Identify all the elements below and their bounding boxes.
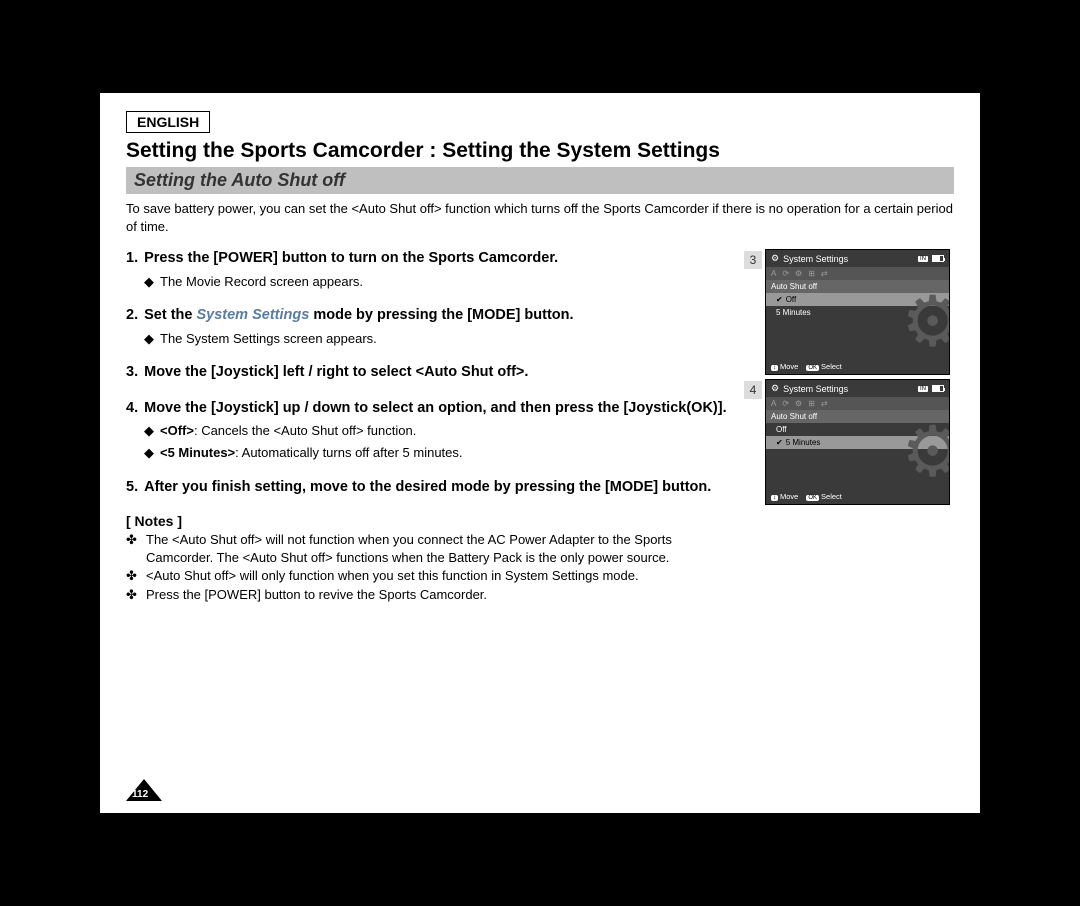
note-text: Press the [POWER] button to revive the S… [146, 586, 487, 604]
screen-bottombar: ↕Move OKSelect [766, 489, 949, 504]
diamond-icon: ◆ [144, 423, 154, 438]
mode-bar: A ⟳ ⚙ ⊞ ⇄ [766, 397, 949, 410]
option-label: 5 Minutes [776, 308, 811, 317]
screen-bottombar: ↕Move OKSelect [766, 359, 949, 374]
screens-column: 3 ⚙ ⚙ System Settings IN A ⟳ ⚙ ⊞ ⇄ [744, 249, 954, 604]
steps-list: Press the [POWER] button to turn on the … [126, 249, 734, 497]
option-off-label: <Off> [160, 423, 194, 438]
mode-icon: A [771, 269, 776, 278]
battery-icon [932, 385, 944, 392]
step-sub: ◆ The Movie Record screen appears. [126, 273, 734, 291]
plus-icon: ✤ [126, 531, 140, 567]
notes-list: ✤The <Auto Shut off> will not function w… [126, 531, 734, 604]
option-label: 5 Minutes [786, 438, 821, 447]
page-number: 112 [132, 789, 148, 800]
step-sub: ◆ <Off>: Cancels the <Auto Shut off> func… [126, 422, 734, 440]
step-head: Press the [POWER] button to turn on the … [144, 249, 558, 269]
step-1: Press the [POWER] button to turn on the … [126, 249, 734, 290]
step-sub: ◆ The System Settings screen appears. [126, 330, 734, 348]
mode-icon: ⇄ [821, 399, 828, 408]
step-head: After you finish setting, move to the de… [144, 478, 711, 498]
step-sub-text: : Automatically turns off after 5 minute… [235, 445, 462, 460]
section-subtitle: Setting the Auto Shut off [126, 167, 954, 194]
steps-column: Press the [POWER] button to turn on the … [126, 249, 734, 604]
mode-icon: A [771, 399, 776, 408]
step-2: Set the System Settings mode by pressing… [126, 306, 734, 347]
step-4: Move the [Joystick] up / down to select … [126, 399, 734, 462]
mode-icon: ⚙ [795, 269, 802, 278]
plus-icon: ✤ [126, 586, 140, 604]
system-settings-label: System Settings [196, 307, 309, 323]
storage-icon: IN [918, 256, 928, 262]
intro-text: To save battery power, you can set the <… [126, 200, 954, 235]
move-label: Move [780, 492, 798, 501]
manual-page: ENGLISH Setting the Sports Camcorder : S… [100, 93, 980, 813]
language-badge: ENGLISH [126, 111, 210, 133]
step-sub: ◆ <5 Minutes>: Automatically turns off af… [126, 444, 734, 462]
mode-icon: ⚙ [795, 399, 802, 408]
content-row: Press the [POWER] button to turn on the … [126, 249, 954, 604]
storage-icon: IN [918, 386, 928, 392]
mode-icon: ⇄ [821, 269, 828, 278]
move-key-icon: ↕ [771, 365, 778, 371]
move-label: Move [780, 362, 798, 371]
check-icon: ✔ [776, 295, 783, 304]
step-head: Move the [Joystick] left / right to sele… [144, 363, 528, 383]
diamond-icon: ◆ [144, 331, 154, 346]
diamond-icon: ◆ [144, 274, 154, 289]
screen-topbar: ⚙ System Settings IN [766, 380, 949, 397]
gear-icon: ⚙ [771, 383, 779, 394]
step-sub-text: The System Settings screen appears. [160, 331, 377, 346]
note-text: The <Auto Shut off> will not function wh… [146, 531, 734, 567]
battery-icon [932, 255, 944, 262]
gear-icon: ⚙ [771, 253, 779, 264]
select-label: Select [821, 362, 842, 371]
mode-bar: A ⟳ ⚙ ⊞ ⇄ [766, 267, 949, 280]
mode-icon: ⊞ [808, 399, 815, 408]
note-item: ✤ Press the [POWER] button to revive the … [126, 586, 734, 604]
step-sub-text: : Cancels the <Auto Shut off> function. [194, 423, 416, 438]
option-label: Off [776, 425, 787, 434]
ok-key-icon: OK [806, 365, 819, 371]
option-label: Off [786, 295, 797, 304]
screen-title: System Settings [783, 254, 914, 264]
step-head: Move the [Joystick] up / down to select … [144, 399, 727, 419]
gear-icon: ⚙ [901, 411, 950, 493]
screen-block-3: 3 ⚙ ⚙ System Settings IN A ⟳ ⚙ ⊞ ⇄ [744, 249, 954, 375]
step-sub-text: The Movie Record screen appears. [160, 274, 363, 289]
notes-title: [ Notes ] [126, 513, 734, 529]
note-text: <Auto Shut off> will only function when … [146, 567, 639, 585]
camcorder-screen: ⚙ ⚙ System Settings IN A ⟳ ⚙ ⊞ ⇄ Auto [765, 249, 950, 375]
mode-icon: ⟳ [782, 399, 789, 408]
step-3: Move the [Joystick] left / right to sele… [126, 363, 734, 383]
note-item: ✤The <Auto Shut off> will not function w… [126, 531, 734, 567]
step-head: Set the System Settings mode by pressing… [144, 306, 573, 326]
step-5: After you finish setting, move to the de… [126, 478, 734, 498]
screen-number: 3 [744, 251, 762, 269]
ok-key-icon: OK [806, 495, 819, 501]
camcorder-screen: ⚙ ⚙ System Settings IN A ⟳ ⚙ ⊞ ⇄ Auto [765, 379, 950, 505]
select-label: Select [821, 492, 842, 501]
screen-title: System Settings [783, 384, 914, 394]
screen-block-4: 4 ⚙ ⚙ System Settings IN A ⟳ ⚙ ⊞ ⇄ [744, 379, 954, 505]
check-icon: ✔ [776, 438, 783, 447]
mode-icon: ⊞ [808, 269, 815, 278]
option-5min-label: <5 Minutes> [160, 445, 235, 460]
page-title: Setting the Sports Camcorder : Setting t… [126, 139, 954, 163]
screen-number: 4 [744, 381, 762, 399]
mode-icon: ⟳ [782, 269, 789, 278]
note-item: ✤ <Auto Shut off> will only function when… [126, 567, 734, 585]
screen-topbar: ⚙ System Settings IN [766, 250, 949, 267]
gear-icon: ⚙ [901, 281, 950, 363]
move-key-icon: ↕ [771, 495, 778, 501]
plus-icon: ✤ [126, 567, 140, 585]
diamond-icon: ◆ [144, 445, 154, 460]
